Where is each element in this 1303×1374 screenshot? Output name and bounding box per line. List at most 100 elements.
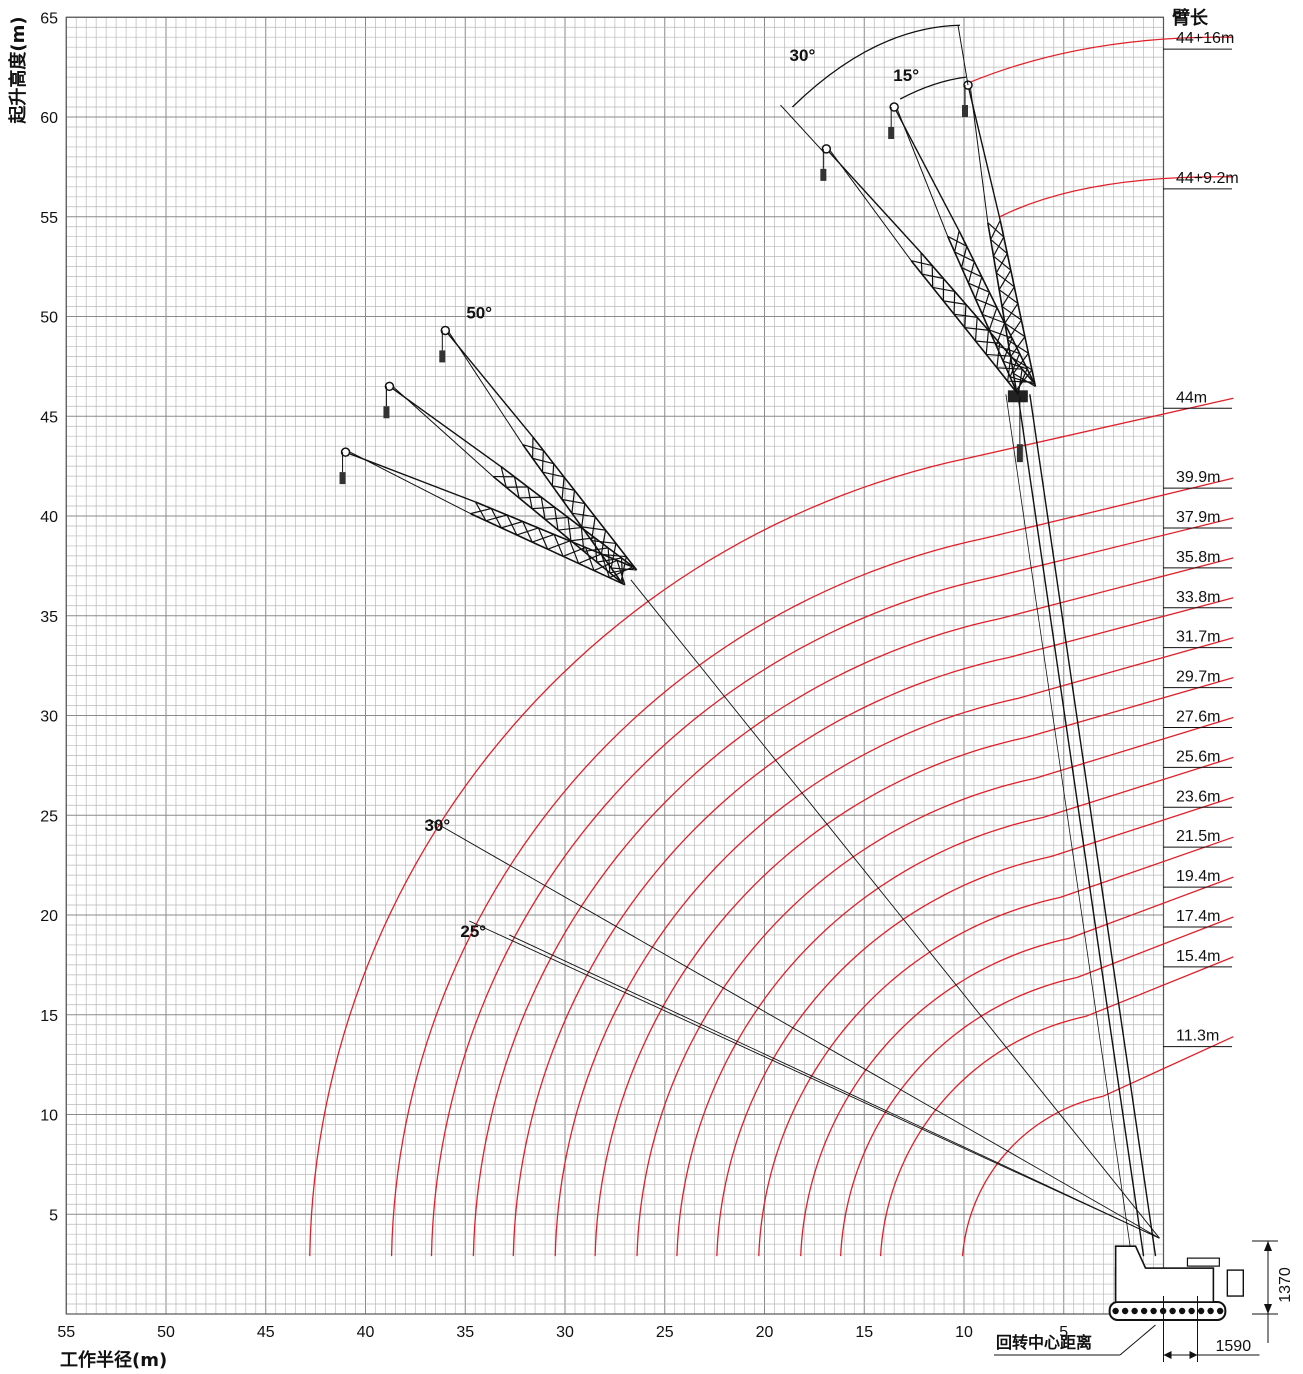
boom-drawing [339,24,1244,1321]
tick-labels: 55 50 45 40 35 30 25 20 15 10 55101520253035404550… [40,10,1068,1341]
y-tick-label: 60 [40,110,58,127]
x-tick-label: 5 [1059,1324,1068,1341]
boom-length-label: 29.7m [1176,669,1220,686]
boom-length-label: 35.8m [1176,549,1220,566]
dimensions: 1370 1590 回转中心距离 [994,1240,1294,1362]
hook-block [1016,444,1023,463]
y-tick-label: 15 [40,1008,58,1025]
angle-line [429,818,1160,1239]
angle-line [469,920,1160,1239]
counterweight [1226,1269,1244,1297]
arcs [309,36,1234,1257]
boom-length-label: 17.4m [1176,908,1220,925]
boom-length-label: 39.9m [1176,469,1220,486]
hook [961,105,968,118]
boom-arc [676,816,1044,1257]
jib-sheave [889,102,899,112]
boom-length-label: 44+9.2m [1176,170,1239,187]
jib-leader [999,176,1234,218]
hook [339,472,346,485]
cab [1114,1245,1147,1301]
boom-length-label: 19.4m [1176,868,1220,885]
y-tick-label: 35 [40,609,58,626]
x-tick-label: 20 [756,1324,774,1341]
track-wheel [1207,1307,1214,1315]
angle-label: 30° [424,816,450,835]
boom-arc [879,1015,1086,1257]
angle-arc-30 [791,24,961,108]
boom-length-label: 11.3m [1176,1028,1219,1045]
boom-length-label: 44+16m [1176,30,1234,47]
jib-lattice [493,466,636,584]
jib-sheave [821,144,832,154]
angle-label: 30° [790,46,816,65]
boom-arc [800,937,1070,1257]
boom-length-label: 21.5m [1176,828,1220,845]
y-tick-label: 30 [40,709,58,726]
x-tick-label: 10 [955,1324,973,1341]
boom-arc [472,617,1002,1257]
angle-arc-15 [899,76,967,100]
track-wheel [1197,1307,1205,1315]
x-tick-label: 45 [257,1324,275,1341]
angle-label: 25° [460,922,486,941]
boom-length-label: 31.7m [1176,629,1220,646]
track-wheel [1188,1307,1195,1315]
dimension-label-width: 1590 [1216,1338,1252,1355]
dimension-label-center: 回转中心距离 [996,1333,1092,1352]
track-wheel [1121,1307,1129,1315]
track-wheel [1216,1307,1224,1315]
y-tick-label: 45 [40,409,58,426]
plot-frame [65,16,1165,1315]
boom-arc [309,457,968,1257]
jib-lattice [987,220,1036,391]
jib-tip-chord [390,384,494,477]
boom-arc [961,1095,1103,1257]
angle-label: 50° [466,303,492,322]
arc-leader [1102,1036,1234,1098]
angle-line [508,934,1160,1239]
jib-leader [967,36,1234,84]
boom-length-labels: 11.3m 15.4m 17.4m 19.4m 21.5m 23.6m 25.6m 27.6m… [1163,30,1239,1048]
boom-arc [839,976,1078,1257]
boom-arc [430,576,993,1257]
hook [383,406,390,419]
jib-chord [910,252,1034,396]
hook [820,168,827,181]
boom-length-label: 27.6m [1176,708,1220,725]
hook [439,350,446,363]
jib-lattice [911,252,1034,395]
y-tick-label: 10 [40,1108,58,1125]
track-wheel [1140,1307,1148,1315]
boom-length-label: 15.4m [1176,948,1220,965]
boom-arc [636,777,1036,1257]
boom-arc [594,736,1027,1257]
boom-arc [554,697,1019,1257]
track-wheel [1112,1307,1119,1315]
x-axis-title: 工作半径(m) [60,1349,167,1371]
y-axis-title: 起升高度(m) [7,16,29,124]
boom-arc [716,855,1052,1257]
jib-lattice [470,501,634,585]
dimension-line [1119,1324,1156,1356]
boom-member [1005,394,1132,1257]
track-wheel [1131,1307,1138,1315]
jib-chord [522,436,638,583]
jib-tip-chord [346,449,471,515]
jib-lattice [522,437,637,582]
x-tick-label: 35 [456,1324,474,1341]
angle-label: 15° [893,66,919,85]
grid [65,16,1165,1315]
y-tick-label: 5 [49,1207,58,1224]
dimension-label-height: 1370 [1277,1267,1294,1303]
jib-tip-chord [895,105,949,237]
jib-tip-chord [446,328,524,445]
angle-line [630,579,1160,1239]
boom-member [1029,394,1157,1257]
y-tick-label: 50 [40,310,58,327]
hook [888,126,895,139]
winch [1186,1257,1220,1267]
boom-length-label: 25.6m [1176,748,1220,765]
x-tick-label: 25 [656,1324,674,1341]
jib-sheave [440,325,451,336]
